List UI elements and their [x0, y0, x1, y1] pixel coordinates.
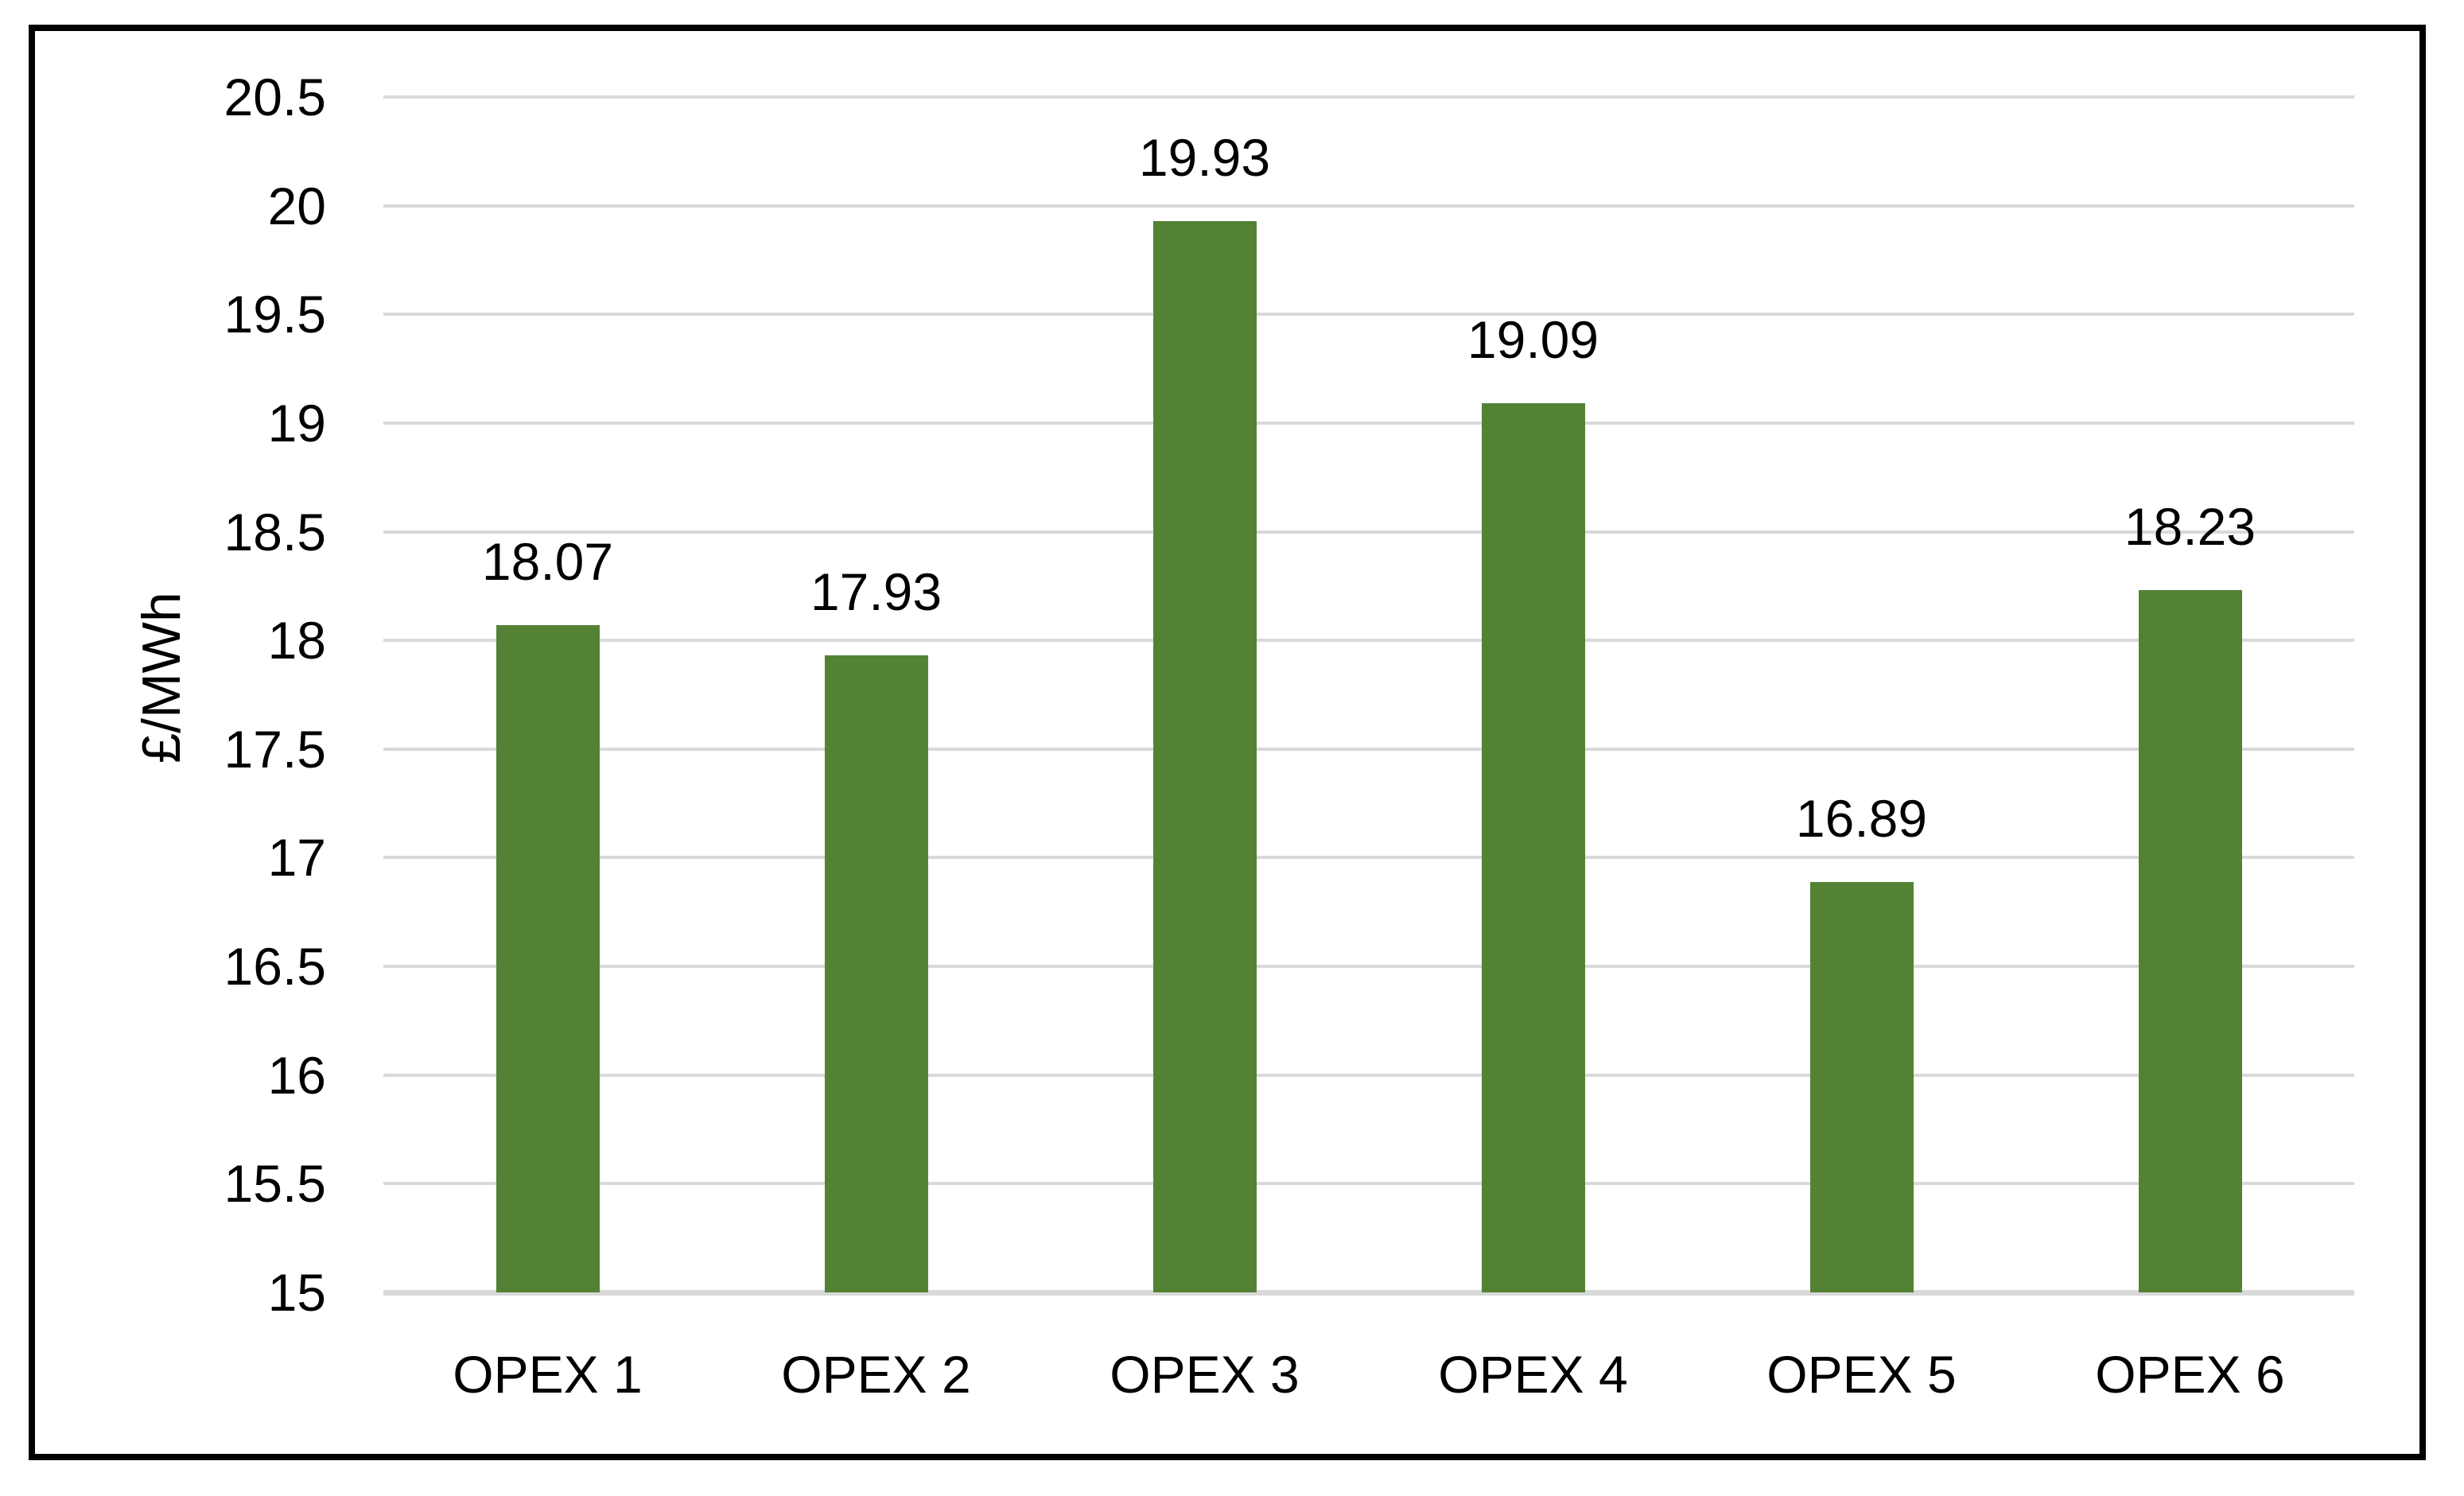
x-tick-label: OPEX 3 — [1110, 1345, 1300, 1404]
x-tick-label: OPEX 6 — [2095, 1345, 2285, 1404]
gridline — [383, 530, 2354, 534]
gridline — [383, 639, 2354, 643]
y-tick-label: 18 — [267, 611, 326, 670]
data-label: 19.09 — [1467, 310, 1599, 370]
gridline — [383, 965, 2354, 969]
y-tick-label: 16 — [267, 1045, 326, 1105]
data-label: 16.89 — [1795, 788, 1928, 848]
y-tick-label: 16.5 — [223, 937, 326, 997]
y-tick-label: 15.5 — [223, 1154, 326, 1214]
gridline — [383, 204, 2354, 208]
gridline — [383, 1182, 2354, 1186]
x-axis-line — [383, 1289, 2354, 1296]
x-tick-label: OPEX 5 — [1766, 1345, 1957, 1404]
x-tick-label: OPEX 2 — [781, 1345, 971, 1404]
y-tick-label: 20.5 — [223, 68, 326, 126]
bar-opex-4 — [1481, 403, 1585, 1292]
y-axis-title: £/MWh — [131, 592, 192, 764]
y-tick-label: 17.5 — [223, 719, 326, 779]
y-tick-label: 17 — [267, 828, 326, 888]
data-label: 18.07 — [481, 532, 614, 592]
data-label: 19.93 — [1138, 127, 1271, 187]
x-tick-label: OPEX 1 — [453, 1345, 643, 1404]
gridline — [383, 747, 2354, 751]
bar-opex-1 — [496, 625, 600, 1292]
y-tick-label: 18.5 — [223, 502, 326, 561]
x-tick-label: OPEX 4 — [1438, 1345, 1628, 1404]
y-tick-label: 19.5 — [223, 285, 326, 344]
bar-opex-3 — [1152, 220, 1257, 1292]
gridline — [383, 313, 2354, 317]
y-tick-label: 20 — [267, 176, 326, 235]
gridline — [383, 1073, 2354, 1077]
gridline — [383, 95, 2354, 99]
bar-opex-6 — [2138, 590, 2242, 1292]
gridline — [383, 421, 2354, 425]
bar-opex-5 — [1809, 881, 1914, 1292]
y-tick-label: 19 — [267, 393, 326, 453]
gridline — [383, 856, 2354, 860]
data-label: 18.23 — [2124, 497, 2256, 557]
y-tick-label: 15 — [267, 1263, 326, 1322]
data-label: 17.93 — [810, 562, 942, 622]
bar-opex-2 — [824, 655, 928, 1292]
